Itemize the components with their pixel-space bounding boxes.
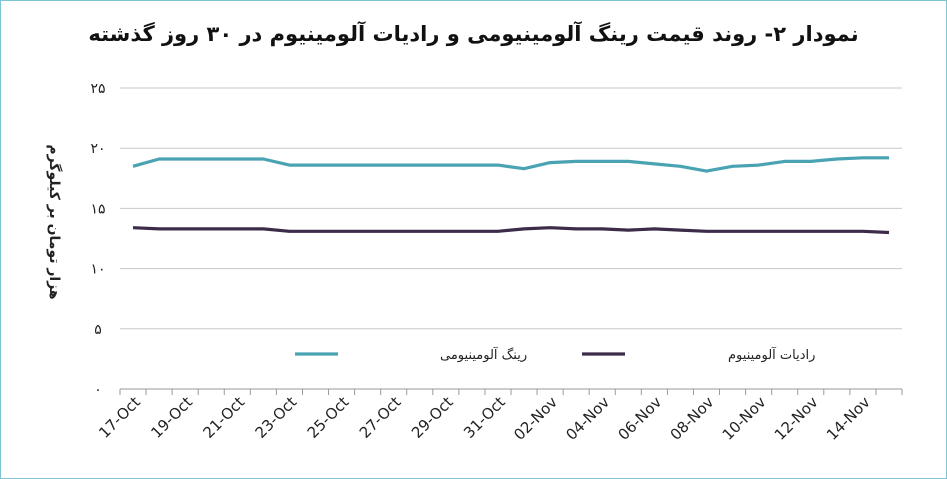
- x-tick-label: 25-Oct: [304, 393, 353, 442]
- x-tick-label: 19-Oct: [147, 393, 196, 442]
- y-tick-label: ۱۵: [90, 201, 105, 217]
- x-axis: 17-Oct 19-Oct 21-Oct 23-Oct 25-Oct 27-Oct 29-O…: [95, 389, 903, 444]
- series-line-2: [132, 226, 890, 235]
- chart-title: نمودار ۲- روند قیمت رینگ آلومینیومی و را…: [88, 22, 859, 46]
- series-lines: [132, 156, 890, 235]
- y-tick-label: ۵: [94, 322, 102, 338]
- y-tick-label: ۱۰: [90, 262, 105, 278]
- x-tick-label: 08-Nov: [667, 393, 718, 444]
- y-tick-label: ۲۵: [90, 81, 105, 97]
- series-line-1: [132, 156, 889, 173]
- legend-label-2: رادیات آلومینیوم: [728, 346, 815, 363]
- y-tick-label: ۰: [94, 382, 102, 398]
- x-tick-label: 14-Nov: [823, 393, 874, 444]
- x-tick-label: 04-Nov: [562, 393, 613, 444]
- x-tick-label: 06-Nov: [614, 393, 665, 444]
- y-tick-labels: ۰ ۵ ۱۰ ۱۵ ۲۰ ۲۵: [90, 81, 105, 398]
- x-tick-label: 27-Oct: [356, 393, 405, 442]
- y-axis-label: هزار تومان بر کیلوگرم: [46, 144, 63, 299]
- x-tick-label: 21-Oct: [199, 393, 248, 442]
- x-tick-label: 12-Nov: [771, 393, 822, 444]
- gridlines: [120, 87, 902, 390]
- x-tick-label: 31-Oct: [460, 393, 509, 442]
- x-tick-label: 02-Nov: [510, 393, 561, 444]
- x-tick-label: 29-Oct: [408, 393, 457, 442]
- legend-label-1: رینگ آلومینیومی: [440, 346, 527, 363]
- y-tick-label: ۲۰: [90, 141, 105, 157]
- x-tick-label: 17-Oct: [95, 393, 144, 442]
- x-tick-label: 23-Oct: [252, 393, 301, 442]
- legend: رینگ آلومینیومی رادیات آلومینیوم: [295, 346, 815, 363]
- x-tick-label: 10-Nov: [719, 393, 770, 444]
